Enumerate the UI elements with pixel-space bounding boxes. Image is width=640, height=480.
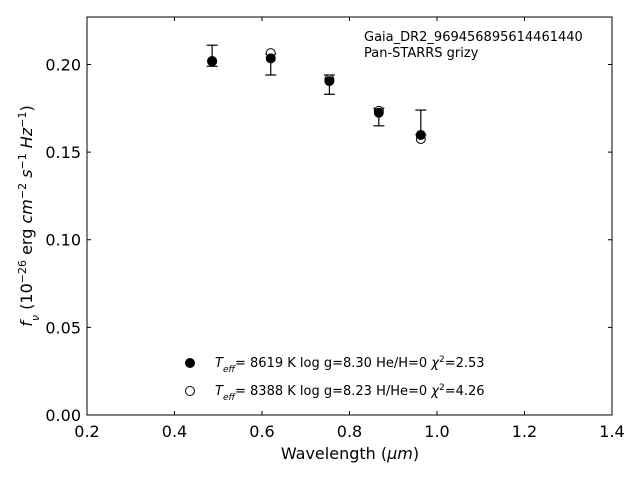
model-point-filled [324,76,335,87]
legend-1-chi-exp: 2 [439,355,445,365]
y-label-exp1: −26 [16,260,29,283]
model-point-filled [373,107,384,118]
y-label-exp2: −2 [16,183,29,199]
x-axis-label-base: Wavelength ( [281,444,387,463]
legend-2-params: = 8388 K log g=8.23 H/He=0 [235,384,431,399]
x-axis-label-unit: μm [386,444,413,463]
y-tick-label: 0.10 [45,231,81,250]
y-label-close: ) [17,105,36,111]
x-tick-label: 1.4 [599,422,624,441]
annotation: Gaia_DR2_969456895614461440 Pan-STARRS g… [364,30,583,61]
legend-1-teff-sub: eff [223,365,237,375]
legend-2-chi-exp: 2 [439,383,445,393]
y-tick-label: 0.00 [45,406,81,425]
legend-1-teff: T [215,356,224,371]
y-label-cm: cm [17,199,36,223]
annotation-line-1: Gaia_DR2_969456895614461440 [364,30,583,45]
legend-marker-filled [185,358,195,368]
x-axis-label-end: ) [413,444,419,463]
y-label-erg: erg [17,224,36,260]
annotation-line-2: Pan-STARRS grizy [364,46,479,61]
y-label-nu: ν [29,315,42,321]
plot-marks [206,44,427,144]
legend-2-chi: χ [430,384,440,399]
y-axis-label: fν (10−26 erg cm−2 s−1 Hz−1) [16,105,42,326]
x-tick-label: 0.6 [249,422,274,441]
legend-2-chi-val: =4.26 [445,384,485,399]
legend-1-chi-val: =2.53 [445,356,485,371]
x-axis-label: Wavelength (μm) [281,444,419,463]
y-label-f: f [17,319,36,327]
model-point-filled [415,129,426,140]
legend-2-teff-sub: eff [223,393,237,403]
model-point-filled [207,56,218,67]
x-tick-label: 0.4 [162,422,187,441]
x-tick-label: 0.8 [337,422,362,441]
y-label-open: (10 [17,283,36,315]
y-label-exp4: −1 [16,112,29,128]
y-tick-label: 0.15 [45,143,81,162]
y-label-exp3: −1 [16,153,29,169]
x-tick-label: 0.2 [74,422,99,441]
legend-1-chi: χ [430,356,440,371]
y-tick-label: 0.20 [45,55,81,74]
model-point-filled [265,53,276,64]
legend-2-teff: T [215,384,224,399]
legend: Teff= 8619 K log g=8.30 He/H=0 χ2=2.53 T… [185,355,485,403]
x-tick-label: 1.0 [424,422,449,441]
y-label-hz: Hz [17,127,36,153]
x-tick-label: 1.2 [512,422,537,441]
legend-entry-2: Teff= 8388 K log g=8.23 H/He=0 χ2=4.26 [215,383,485,403]
axis-ticks: 0.2 0.4 0.6 0.8 1.0 1.2 1.4 0.00 0.05 0.10 0.15 0.2… [45,17,625,441]
legend-marker-open [185,386,195,396]
y-tick-label: 0.05 [45,318,81,337]
legend-entry-1: Teff= 8619 K log g=8.30 He/H=0 χ2=2.53 [215,355,485,375]
legend-1-params: = 8619 K log g=8.30 He/H=0 [235,356,431,371]
y-label-s: s [17,170,36,183]
